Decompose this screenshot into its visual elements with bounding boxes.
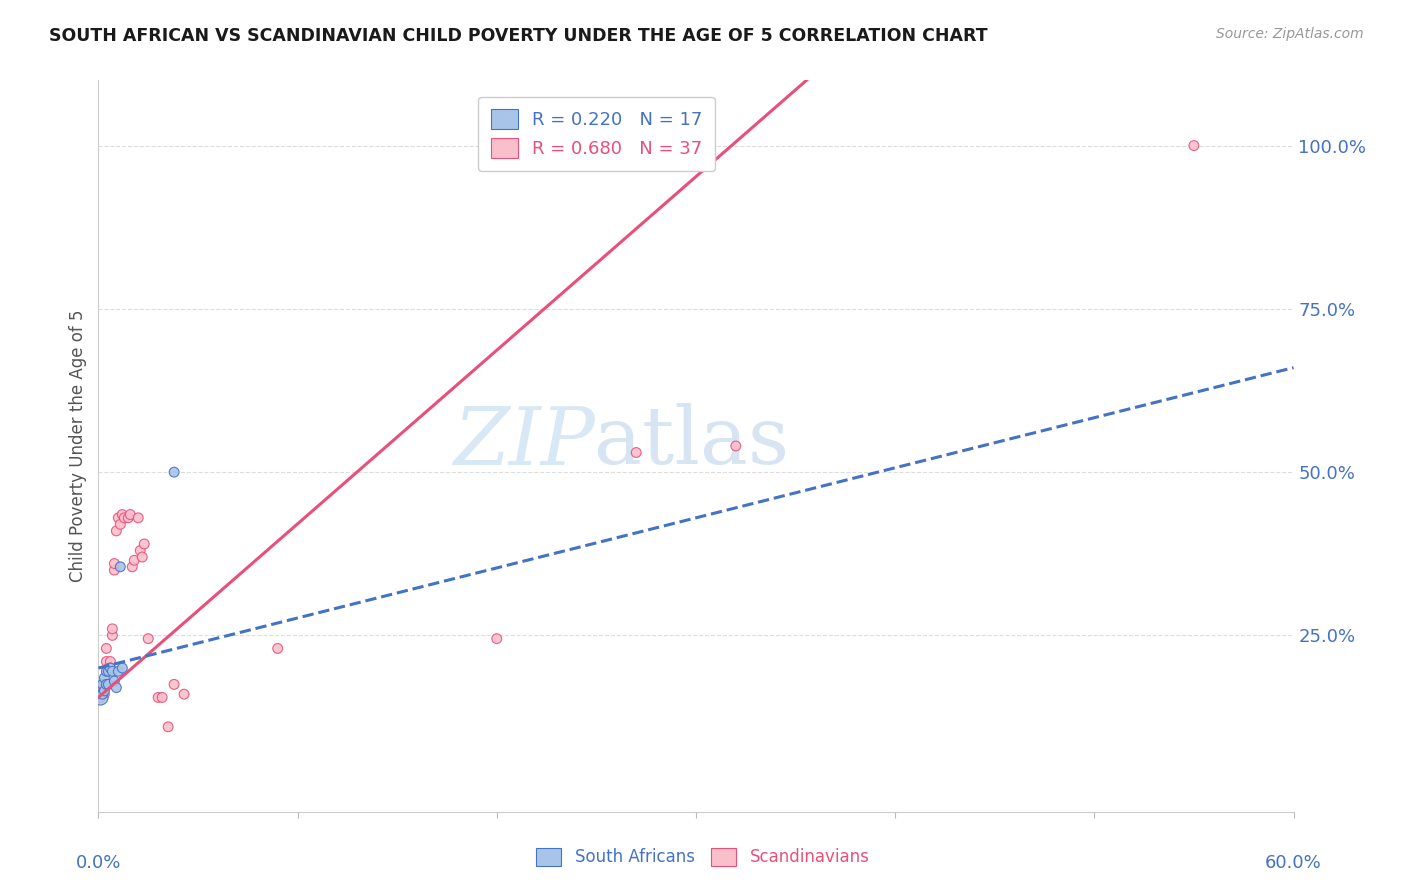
Point (91, 687, 114, 701)
Point (110, 559, 132, 574)
Point (98, 661, 122, 675)
Point (129, 543, 152, 558)
Point (91, 684, 114, 698)
Point (111, 661, 134, 675)
Point (163, 465, 186, 479)
Point (173, 687, 195, 701)
Legend: South Africans, Scandinavians: South Africans, Scandinavians (530, 841, 876, 873)
Point (105, 681, 128, 695)
Point (124, 553, 146, 567)
Point (98, 661, 122, 675)
Point (96, 655, 118, 669)
Point (101, 622, 124, 636)
Y-axis label: Child Poverty Under the Age of 5: Child Poverty Under the Age of 5 (69, 310, 87, 582)
Point (163, 677, 186, 691)
Point (105, 524, 128, 538)
Point (120, 508, 142, 522)
Point (89, 690, 111, 705)
Point (96, 641, 118, 656)
Point (97, 665, 120, 679)
Point (1182, 138, 1205, 153)
Point (121, 559, 143, 574)
Text: 60.0%: 60.0% (1265, 855, 1322, 872)
Point (93, 671, 115, 685)
Point (91, 677, 114, 691)
Point (267, 641, 290, 656)
Point (110, 517, 132, 532)
Point (117, 511, 139, 525)
Point (111, 508, 134, 522)
Point (101, 628, 124, 642)
Point (134, 537, 156, 551)
Text: SOUTH AFRICAN VS SCANDINAVIAN CHILD POVERTY UNDER THE AGE OF 5 CORRELATION CHART: SOUTH AFRICAN VS SCANDINAVIAN CHILD POVE… (49, 27, 988, 45)
Point (93, 677, 115, 691)
Point (96, 677, 118, 691)
Point (112, 511, 135, 525)
Point (150, 690, 173, 705)
Legend: R = 0.220   N = 17, R = 0.680   N = 37: R = 0.220 N = 17, R = 0.680 N = 37 (478, 96, 716, 170)
Point (136, 632, 159, 646)
Point (103, 557, 125, 571)
Point (107, 511, 129, 525)
Point (148, 690, 170, 705)
Point (107, 665, 129, 679)
Point (626, 445, 648, 459)
Point (103, 563, 125, 577)
Point (89, 690, 111, 705)
Text: Source: ZipAtlas.com: Source: ZipAtlas.com (1216, 27, 1364, 41)
Point (131, 549, 153, 564)
Point (485, 632, 508, 646)
Point (93, 687, 115, 701)
Text: 0.0%: 0.0% (76, 855, 121, 872)
Point (97, 677, 120, 691)
Point (103, 674, 125, 689)
Point (724, 439, 747, 453)
Text: ZIP: ZIP (453, 403, 595, 481)
Point (101, 665, 124, 679)
Point (96, 665, 118, 679)
Point (157, 720, 180, 734)
Point (98, 655, 122, 669)
Point (93, 684, 115, 698)
Point (97, 661, 120, 675)
Text: atlas: atlas (595, 403, 790, 482)
Point (127, 511, 149, 525)
